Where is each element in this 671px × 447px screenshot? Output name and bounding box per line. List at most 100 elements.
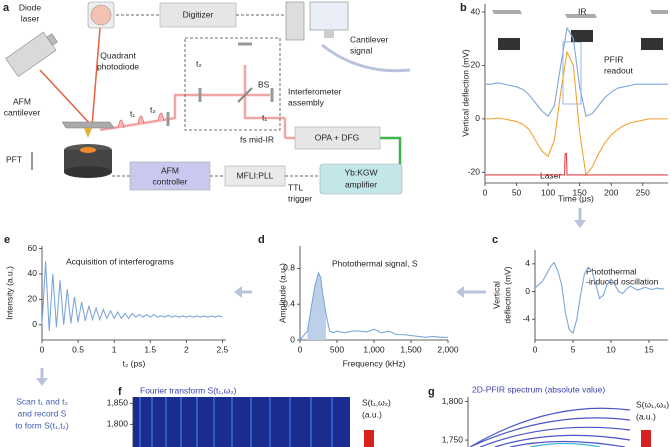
annotation: readout [604, 65, 633, 75]
amplifier-box [319, 163, 403, 195]
panel-label: c [492, 234, 498, 246]
diagram-label: t₂ [150, 104, 156, 114]
data-line [485, 26, 668, 118]
colorbar-label: (a.u.) [362, 409, 382, 419]
y-tick-label: 1,850 [107, 398, 129, 408]
x-tick-label: 150 [573, 187, 587, 197]
diagram-label: fs mid-IR [240, 134, 274, 144]
monitor [309, 1, 349, 31]
interferometer-box [184, 37, 281, 131]
x-tick-label: 0 [298, 344, 303, 354]
panel-label: f [118, 386, 122, 398]
diagram-label: BS [258, 79, 270, 89]
monitor-stand [324, 30, 334, 38]
chart-title: 2D-PFIR spectrum (absolute value) [472, 384, 605, 394]
data-line [299, 271, 448, 341]
side-note: to form S(t₁,t₂) [15, 420, 69, 430]
x-tick-label: 50 [512, 187, 522, 197]
annotation: Photothermal signal, S [332, 258, 418, 268]
diagram-label: Cantilever [350, 34, 388, 44]
colorbar-label: S(t₁,ω₂) [362, 397, 391, 407]
computer [285, 1, 305, 41]
y-tick-label: 1,800 [107, 419, 129, 429]
side-note: and record S [18, 408, 67, 418]
y-axis-label: Vertical [491, 281, 501, 309]
side-note: Scan t₁ and t₂ [16, 396, 68, 406]
decorations [36, 10, 668, 447]
annotation: -induced oscillation [586, 276, 659, 286]
opa-box [294, 126, 381, 150]
heatmap-stripes [139, 397, 333, 447]
diagram: a Diode laser Quadrant photodiode Digiti… [3, 1, 411, 203]
colorbar [364, 430, 374, 447]
beam-splitter [237, 87, 253, 103]
y-tick-label: 40 [471, 6, 481, 16]
sample [64, 166, 112, 178]
diagram-label: t₁ [130, 108, 135, 118]
x-tick-label: 1,000 [363, 344, 385, 354]
x-tick-label: 1,500 [400, 344, 422, 354]
diagram-label: t₂ [196, 58, 202, 68]
x-tick-label: 1 [112, 344, 117, 354]
data-line [485, 50, 668, 177]
panel-label: b [460, 2, 467, 14]
panel-label: e [4, 234, 10, 246]
sample-spot [80, 147, 96, 153]
x-tick-label: 2,000 [437, 344, 459, 354]
panel-label: a [3, 2, 10, 14]
y-tick-label: 0 [525, 286, 530, 296]
diagram-label: t₁ [262, 112, 267, 122]
signal-arrow [321, 43, 411, 73]
annotation: IR [578, 6, 587, 16]
diagram-label: controller [153, 176, 188, 186]
x-tick-label: 500 [330, 344, 344, 354]
y-tick-label: 4 [525, 258, 530, 268]
diagram-label: trigger [288, 193, 312, 203]
flow-arrow [36, 378, 48, 386]
pulse [117, 112, 165, 129]
x-tick-label: 200 [604, 187, 618, 197]
pump-beam [380, 136, 402, 168]
y-tick-label: 0 [475, 113, 480, 123]
colorbar [641, 430, 651, 447]
contour-lines [469, 407, 631, 447]
x-tick-label: 10 [606, 344, 616, 354]
y-tick-label: 20 [471, 60, 481, 70]
x-axis-label: t₂ (ps) [123, 358, 146, 368]
diagram-label: AFM [161, 165, 179, 175]
data-line [41, 261, 223, 332]
annotation: Acquisition of interferograms [66, 256, 174, 266]
x-tick-label: 0 [40, 344, 45, 354]
annotation: Photothermal [586, 266, 637, 276]
diagram-label: Diode [19, 2, 41, 12]
x-axis-label: Frequency (kHz) [343, 358, 406, 368]
y-axis-label: Intensity (a.u.) [4, 266, 14, 320]
data-line [485, 153, 668, 176]
diagram-label: AFM [13, 96, 31, 106]
flow-arrow [574, 220, 586, 228]
annotation: PFIR [604, 54, 623, 64]
diagram-label: cantilever [4, 107, 41, 117]
tip [84, 128, 92, 138]
y-tick-label: 1,750 [442, 434, 464, 444]
diagram-label: photodiode [97, 61, 139, 71]
icon [641, 38, 663, 50]
diagram-label: TTL [288, 182, 303, 192]
y-tick-label: 40 [28, 268, 38, 278]
icon [492, 10, 668, 18]
diagram-label: PFT [6, 154, 22, 164]
y-tick-label: 60 [28, 243, 38, 253]
diagram-label: amplifier [345, 179, 377, 189]
y-tick-label: 20 [28, 294, 38, 304]
y-tick-label: -4 [522, 313, 530, 323]
diagram-label: laser [21, 13, 40, 23]
diagram-label: Quadrant [100, 50, 136, 60]
heatmap-background [133, 397, 350, 447]
sample [64, 150, 112, 172]
flow-arrow [234, 286, 242, 298]
diagram-label: assembly [288, 97, 325, 107]
diode-laser [5, 31, 58, 78]
x-tick-label: 100 [541, 187, 555, 197]
panel-label: d [258, 234, 265, 246]
